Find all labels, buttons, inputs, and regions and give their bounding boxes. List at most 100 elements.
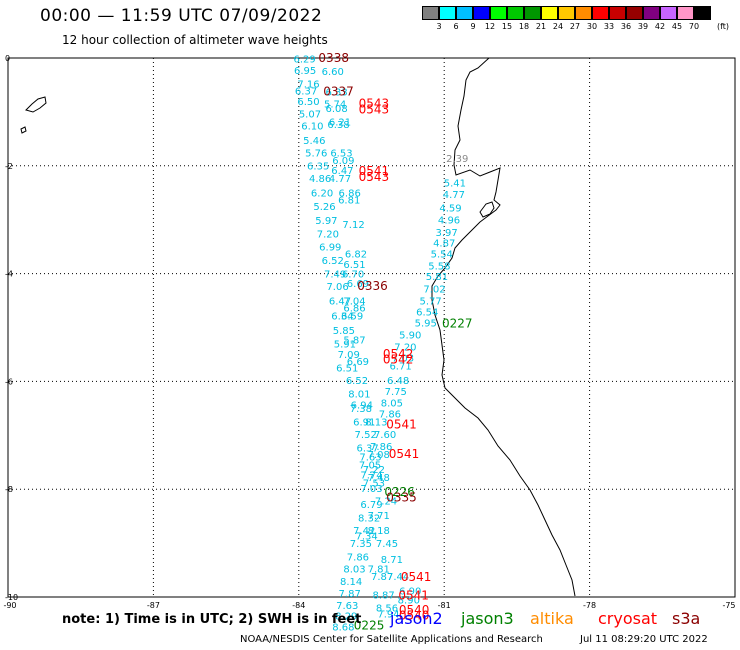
colorbar-unit-label: (ft) [716, 22, 730, 31]
wave-height-label: 8.32 [358, 514, 380, 525]
colorbar-tick-label: 12 [484, 22, 496, 31]
wave-height-label: 7.44 [387, 572, 409, 583]
wave-height-label: 6.69 [347, 357, 369, 368]
wave-height-label: 7.20 [317, 229, 339, 240]
wave-height-label: 6.51 [343, 260, 365, 271]
colorbar-cell [507, 6, 524, 20]
wave-height-label: 6.10 [301, 122, 323, 133]
colorbar-tick-label: 45 [671, 22, 683, 31]
wave-height-label: 5.81 [426, 272, 448, 283]
wave-height-label: 8.13 [365, 418, 387, 429]
wave-height-label: 5.85 [333, 326, 355, 337]
pass-time-label: 0543 [359, 170, 390, 184]
lat-tick-label: -10 [5, 593, 18, 602]
wave-height-label: 6.91 [353, 418, 375, 429]
pass-time-label: 0227 [442, 317, 473, 331]
map-subtitle: 12 hour collection of altimeter wave hei… [62, 33, 328, 47]
colorbar-tick-label: 21 [535, 22, 547, 31]
wave-height-label: 8.03 [343, 565, 365, 576]
wave-height-label: 7.87 [339, 589, 361, 600]
colorbar-tick-label: 27 [569, 22, 581, 31]
map-frame [7, 57, 736, 598]
wave-height-label: 6.90 [399, 586, 421, 597]
colorbar-cell [473, 6, 490, 20]
pass-time-label: 0542 [383, 353, 414, 367]
wave-height-label: 6.82 [345, 249, 367, 260]
colorbar-tick-label: 70 [688, 22, 700, 31]
wave-height-label: 7.06 [326, 282, 348, 293]
wave-height-label: 6.94 [351, 400, 373, 411]
wave-height-label: 8.14 [340, 577, 362, 588]
wave-height-label: 5.07 [299, 109, 321, 120]
colorbar-tick-label: 30 [586, 22, 598, 31]
colorbar-cell [541, 6, 558, 20]
wave-height-label: 7.34 [356, 531, 378, 542]
wave-height-label: 6.47 [331, 166, 353, 177]
wave-height-label: 6.95 [294, 66, 316, 77]
puna-island [479, 201, 495, 218]
legend-jason2: jason2 [390, 609, 443, 628]
wave-height-label: 6.20 [311, 189, 333, 200]
colorbar-tick-label: 9 [470, 22, 476, 31]
wave-height-label: 3.97 [435, 228, 457, 239]
colorbar-cell [694, 6, 711, 20]
lat-tick-label: -6 [5, 377, 13, 386]
wave-height-label: 5.87 [343, 336, 365, 347]
wave-height-label: 6.52 [346, 376, 368, 387]
pass-time-label: 0337 [323, 85, 354, 99]
wave-height-label: 8.01 [348, 390, 370, 401]
colorbar-cell [609, 6, 626, 20]
wave-height-label: 7.52 [355, 430, 377, 441]
wave-height-label: 7.48 [368, 473, 390, 484]
wave-height-label: 7.74 [360, 470, 382, 481]
wave-height-label: 5.97 [315, 216, 337, 227]
wave-height-label: 8.29 [335, 612, 357, 623]
wave-height-label: 6.86 [339, 189, 361, 200]
colorbar-cell [456, 6, 473, 20]
wave-height-label: 6.08 [325, 104, 347, 115]
wave-height-label: 5.46 [303, 136, 325, 147]
wave-height-label: 5.95 [415, 318, 437, 329]
units-note: note: 1) Time is in UTC; 2) SWH is in fe… [62, 612, 362, 627]
pass-time-label: 0335 [386, 491, 417, 505]
wave-height-label: 7.86 [347, 552, 369, 563]
pass-time-label: 0543 [359, 103, 390, 117]
pass-time-label: 0336 [357, 279, 388, 293]
swh-labels: 6.296.95 6.607.166.37 6.336.50 5.746.085.07… [293, 51, 472, 634]
wave-height-label: 7.45 [376, 539, 398, 550]
wave-height-label: 7.05 [359, 461, 381, 472]
pass-time-label: 0540 [399, 609, 430, 623]
wave-height-label: 7.86 [379, 410, 401, 421]
pass-time-label: 0541 [398, 589, 429, 603]
lat-tick-label: 0 [5, 54, 10, 63]
colorbar-cell [626, 6, 643, 20]
wave-height-label: 6.29 [293, 54, 315, 65]
colorbar-cell [558, 6, 575, 20]
colorbar-tick-label: 42 [654, 22, 666, 31]
colorbar-cell [677, 6, 694, 20]
wave-height-label: 6.71 [389, 362, 411, 373]
wave-height-label: 7.60 [374, 430, 396, 441]
wave-height-label: 7.63 [336, 601, 358, 612]
wave-height-label: 5.90 [399, 330, 421, 341]
south-america-coastline [431, 57, 576, 597]
wave-height-label: 7.87 [371, 572, 393, 583]
wave-height-label: 6.33 [325, 88, 347, 99]
wave-height-label: 6.48 [387, 376, 409, 387]
wave-height-label: 4.77 [329, 174, 351, 185]
colorbar-cell [524, 6, 541, 20]
pass-time-label: 0225 [354, 618, 385, 632]
colorbar-cell [575, 6, 592, 20]
colorbar-tick-label: 36 [620, 22, 632, 31]
wave-height-label: 5.58 [428, 261, 450, 272]
lon-tick-label: -90 [3, 601, 16, 610]
wave-height-label: 6.38 [327, 120, 349, 131]
wave-height-label: 8.71 [381, 555, 403, 566]
legend-altika: altika [530, 609, 574, 628]
wave-height-label: 2.39 [446, 154, 468, 165]
legend-cryosat: cryosat [598, 609, 658, 628]
lon-tick-label: -81 [438, 601, 451, 610]
coastline [20, 57, 576, 597]
galapagos-islet [20, 126, 27, 134]
colorbar-tick-label: 39 [637, 22, 649, 31]
